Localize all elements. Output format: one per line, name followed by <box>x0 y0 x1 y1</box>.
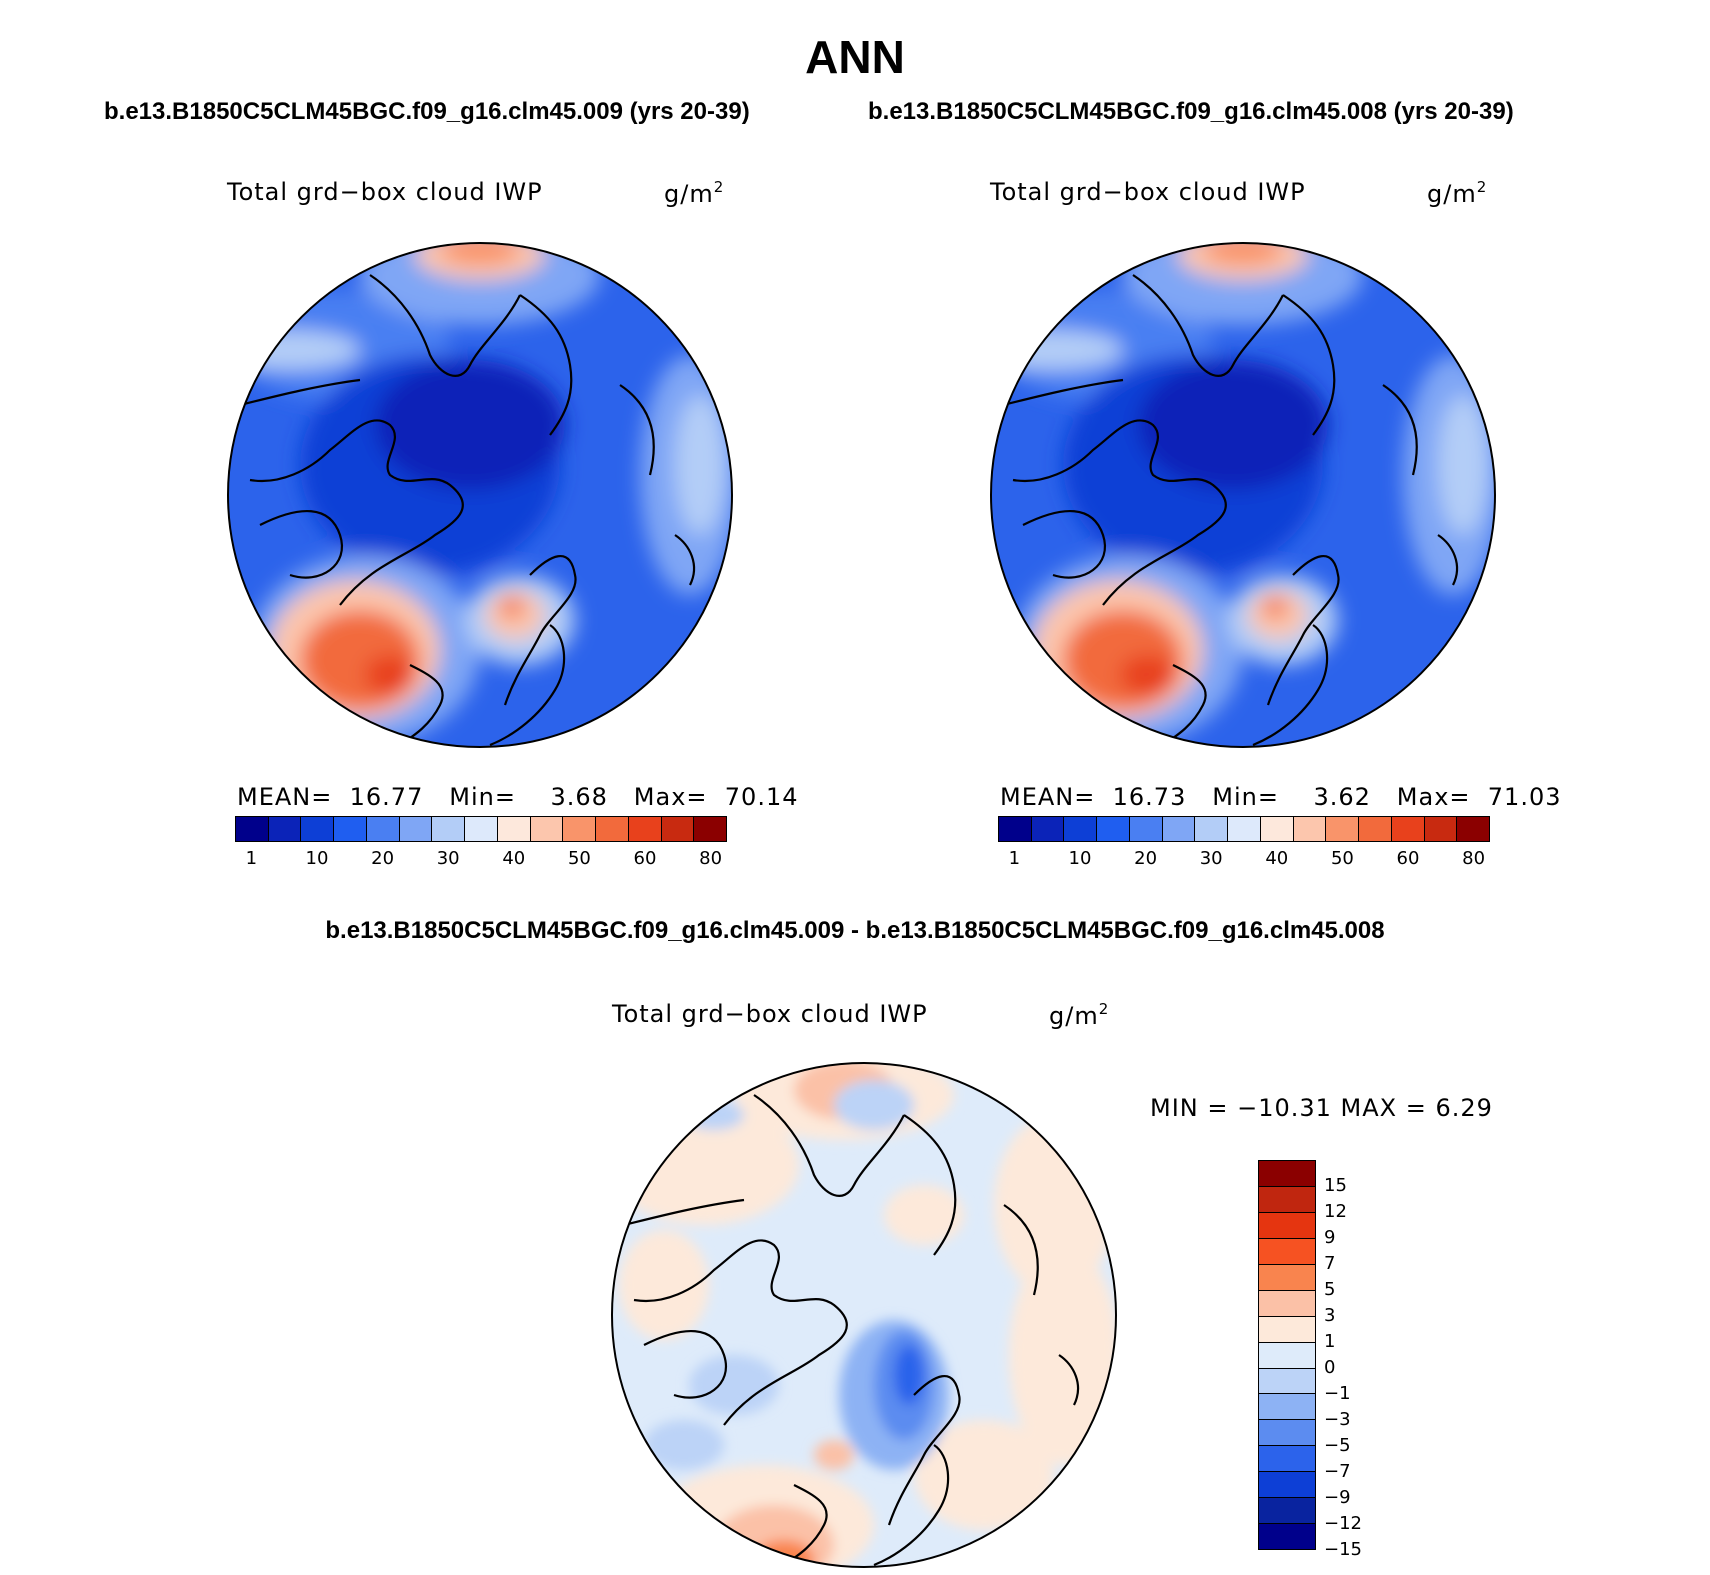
panel-2-stats: MEAN= 16.73 Min= 3.62 Max= 71.03 <box>1000 783 1562 811</box>
difference-colorbar-tick-label: 1 <box>1324 1331 1336 1352</box>
difference-colorbar-swatch <box>1259 1264 1315 1291</box>
difference-colorbar-swatch <box>1259 1290 1315 1317</box>
difference-title: b.e13.B1850C5CLM45BGC.f09_g16.clm45.009 … <box>325 917 1385 944</box>
panel-1-colorbar-tick-label: 30 <box>436 848 460 869</box>
difference-colorbar-tick-label: 9 <box>1324 1227 1336 1248</box>
difference-colorbar-swatch <box>1259 1498 1315 1525</box>
panel-1-case-title: b.e13.B1850C5CLM45BGC.f09_g16.clm45.009 … <box>104 98 750 125</box>
difference-colorbar-swatch <box>1259 1472 1315 1499</box>
panel-1-polar-map <box>227 242 733 748</box>
panel-1-colorbar <box>235 816 727 842</box>
difference-colorbar-tick-label: −5 <box>1324 1435 1351 1456</box>
panel-1-colorbar-swatch <box>497 817 531 841</box>
difference-colorbar-tick-label: −12 <box>1324 1513 1362 1534</box>
difference-colorbar-swatch <box>1259 1342 1315 1369</box>
panel-1-colorbar-swatch <box>366 817 400 841</box>
panel-1-colorbar-swatch <box>432 817 466 841</box>
panel-2-case-title: b.e13.B1850C5CLM45BGC.f09_g16.clm45.008 … <box>868 98 1514 125</box>
difference-colorbar-swatch <box>1259 1524 1315 1550</box>
panel-2-colorbar-swatch <box>999 817 1032 841</box>
panel-1-colorbar-swatch <box>628 817 662 841</box>
panel-1-colorbar-swatch <box>236 817 269 841</box>
panel-1-colorbar-tick-label: 10 <box>305 848 329 869</box>
panel-1-colorbar-tick-label: 50 <box>567 848 591 869</box>
panel-2-colorbar-swatch <box>1424 817 1458 841</box>
panel-2-colorbar-swatch <box>1457 817 1490 841</box>
panel-2-colorbar-swatch <box>1162 817 1196 841</box>
panel-2-colorbar-swatch <box>1228 817 1261 841</box>
panel-1-colorbar-tick-label: 1 <box>245 848 258 869</box>
panel-2-colorbar-swatch <box>1326 817 1360 841</box>
difference-colorbar-tick-label: 5 <box>1324 1279 1336 1300</box>
difference-colorbar-tick-label: 0 <box>1324 1357 1336 1378</box>
difference-colorbar-tick-label: 15 <box>1324 1175 1347 1196</box>
panel-2-variable-title: Total grd−box cloud IWP <box>990 178 1306 206</box>
panel-1-colorbar-labels: 1 10 20 30 40 50 60 80 <box>235 848 727 872</box>
difference-variable-title: Total grd−box cloud IWP <box>612 1000 928 1028</box>
panel-2-colorbar-swatch <box>1097 817 1130 841</box>
difference-colorbar-swatch <box>1259 1238 1315 1265</box>
panel-2-colorbar-tick-label: 40 <box>1265 848 1289 869</box>
difference-colorbar-swatch <box>1259 1316 1315 1343</box>
panel-1-variable-title: Total grd−box cloud IWP <box>227 178 543 206</box>
panel-2-colorbar-swatch <box>1391 817 1425 841</box>
panel-1-colorbar-tick-label: 60 <box>633 848 657 869</box>
panel-1-colorbar-tick-label: 20 <box>371 848 395 869</box>
panel-1-colorbar-swatch <box>399 817 433 841</box>
difference-colorbar-tick-label: −3 <box>1324 1409 1351 1430</box>
panel-2-colorbar-tick-label: 20 <box>1134 848 1158 869</box>
difference-units: g/m2 <box>1049 1000 1110 1030</box>
panel-2-colorbar-tick-label: 1 <box>1008 848 1021 869</box>
difference-colorbar-tick-label: 7 <box>1324 1253 1336 1274</box>
difference-colorbar <box>1258 1160 1316 1550</box>
difference-colorbar-tick-label: −1 <box>1324 1383 1351 1404</box>
panel-1-colorbar-tick-label: 40 <box>502 848 526 869</box>
difference-colorbar-labels: 15 12 9 7 5 3 1 0 −1 −3 −5 −7 −9 −12 −15 <box>1324 1160 1384 1560</box>
panel-1-colorbar-tick-label: 80 <box>699 848 723 869</box>
difference-colorbar-tick-label: −9 <box>1324 1487 1351 1508</box>
panel-1-colorbar-swatch <box>694 817 727 841</box>
difference-colorbar-tick-label: −15 <box>1324 1539 1362 1560</box>
panel-2-colorbar-tick-label: 60 <box>1396 848 1420 869</box>
difference-colorbar-tick-label: 3 <box>1324 1305 1336 1326</box>
panel-2-colorbar-tick-label: 80 <box>1462 848 1486 869</box>
panel-2-colorbar <box>998 816 1490 842</box>
difference-colorbar-tick-label: 12 <box>1324 1201 1347 1222</box>
panel-1-colorbar-swatch <box>465 817 498 841</box>
panel-1-colorbar-swatch <box>563 817 597 841</box>
difference-colorbar-tick-label: −7 <box>1324 1461 1351 1482</box>
panel-2-colorbar-swatch <box>1064 817 1098 841</box>
difference-colorbar-swatch <box>1259 1394 1315 1421</box>
panel-1-colorbar-swatch <box>301 817 335 841</box>
panel-2-polar-map <box>990 242 1496 748</box>
panel-2-colorbar-swatch <box>1359 817 1392 841</box>
panel-2-colorbar-swatch <box>1031 817 1065 841</box>
difference-colorbar-swatch <box>1259 1161 1315 1187</box>
difference-colorbar-swatch <box>1259 1186 1315 1213</box>
panel-2-colorbar-swatch <box>1129 817 1163 841</box>
panel-1-colorbar-swatch <box>661 817 695 841</box>
panel-2-colorbar-tick-label: 10 <box>1068 848 1092 869</box>
panel-1-colorbar-swatch <box>530 817 564 841</box>
panel-1-units: g/m2 <box>664 178 725 208</box>
difference-min-max: MIN = −10.31 MAX = 6.29 <box>1150 1094 1493 1122</box>
difference-colorbar-swatch <box>1259 1368 1315 1395</box>
panel-2-colorbar-labels: 1 10 20 30 40 50 60 80 <box>998 848 1490 872</box>
panel-2-colorbar-swatch <box>1293 817 1327 841</box>
difference-polar-map <box>611 1062 1117 1568</box>
panel-2-colorbar-tick-label: 30 <box>1199 848 1223 869</box>
panel-2-colorbar-swatch <box>1195 817 1229 841</box>
main-title: ANN <box>805 31 905 83</box>
panel-1-stats: MEAN= 16.77 Min= 3.68 Max= 70.14 <box>237 783 799 811</box>
panel-1-colorbar-swatch <box>596 817 629 841</box>
difference-colorbar-swatch <box>1259 1446 1315 1473</box>
difference-colorbar-swatch <box>1259 1420 1315 1447</box>
panel-2-colorbar-swatch <box>1260 817 1294 841</box>
panel-1-colorbar-swatch <box>334 817 367 841</box>
difference-colorbar-swatch <box>1259 1212 1315 1239</box>
panel-2-units: g/m2 <box>1427 178 1488 208</box>
panel-2-colorbar-tick-label: 50 <box>1330 848 1354 869</box>
panel-1-colorbar-swatch <box>268 817 302 841</box>
